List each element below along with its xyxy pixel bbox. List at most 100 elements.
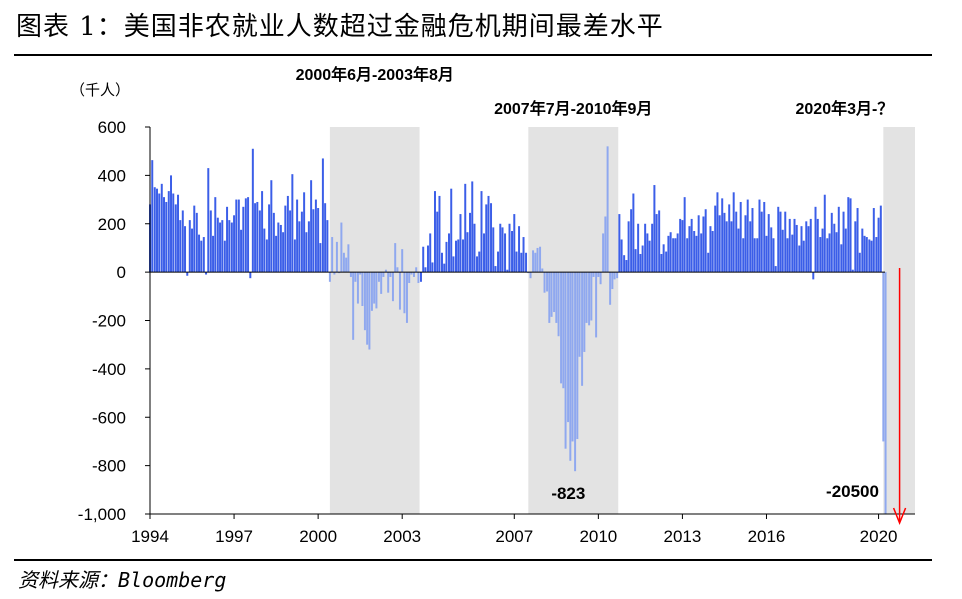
- y-tick-label: 0: [117, 263, 126, 282]
- bar: [674, 238, 677, 273]
- bar: [497, 251, 500, 273]
- bar: [835, 232, 838, 273]
- bar: [237, 199, 240, 273]
- bar: [347, 244, 350, 273]
- bar: [261, 191, 264, 273]
- bar: [854, 221, 857, 273]
- bar: [744, 215, 747, 273]
- bar: [697, 215, 700, 273]
- bar: [387, 272, 390, 293]
- bar: [195, 212, 198, 273]
- bar: [286, 195, 289, 273]
- bar: [200, 240, 203, 273]
- bar: [863, 235, 866, 273]
- bar: [620, 239, 623, 273]
- bar: [380, 272, 383, 294]
- bar: [422, 246, 425, 273]
- bar: [849, 198, 852, 273]
- bar: [781, 229, 784, 273]
- bar: [188, 220, 191, 273]
- bar: [543, 272, 546, 293]
- bar: [335, 241, 338, 273]
- bar: [515, 251, 518, 273]
- bar: [508, 223, 511, 273]
- bar: [592, 272, 595, 277]
- bar: [312, 209, 315, 273]
- bar: [653, 185, 656, 273]
- period-label: 2000年6月-2003年8月: [296, 65, 454, 84]
- bar: [328, 272, 331, 282]
- bar: [473, 223, 476, 273]
- bar: [583, 272, 586, 352]
- bar: [837, 206, 840, 273]
- bar: [384, 269, 387, 273]
- y-tick-label: -600: [92, 408, 126, 427]
- bar: [265, 239, 268, 273]
- bar: [658, 210, 661, 273]
- bar: [602, 233, 605, 273]
- bar: [644, 223, 647, 273]
- bar: [293, 239, 296, 273]
- y-tick-label: -400: [92, 360, 126, 379]
- bar: [856, 208, 859, 273]
- bar: [219, 222, 222, 273]
- bar: [599, 272, 602, 285]
- x-tick-label: 2003: [383, 527, 421, 546]
- bar: [814, 206, 817, 273]
- bar: [205, 272, 208, 275]
- bar: [487, 195, 490, 273]
- bar: [457, 239, 460, 273]
- bar: [247, 197, 250, 273]
- bar: [349, 272, 352, 277]
- bar: [375, 272, 378, 309]
- bar: [641, 245, 644, 273]
- bar: [193, 205, 196, 273]
- bar: [872, 208, 875, 273]
- bar: [279, 224, 282, 273]
- bar: [240, 229, 243, 273]
- bar: [830, 212, 833, 273]
- chart-title: 图表 1：美国非农就业人数超过金融危机期间最差水平: [16, 12, 664, 42]
- bar: [228, 220, 231, 273]
- bar: [676, 233, 679, 273]
- bar: [270, 180, 273, 273]
- bar: [882, 272, 885, 442]
- bar: [354, 272, 357, 282]
- bar: [209, 210, 212, 273]
- bar: [802, 240, 805, 273]
- bar: [877, 217, 880, 273]
- bar: [667, 235, 670, 273]
- bar: [436, 211, 439, 273]
- bar: [214, 197, 217, 273]
- bar: [522, 237, 525, 273]
- bar: [485, 204, 488, 273]
- bar: [377, 272, 380, 282]
- bar: [455, 240, 457, 273]
- x-tick-label: 2020: [860, 527, 898, 546]
- bar: [564, 272, 567, 449]
- bar: [875, 237, 878, 273]
- bar: [221, 220, 224, 273]
- bar: [511, 231, 514, 273]
- bar: [300, 211, 303, 273]
- bar: [651, 223, 654, 273]
- bar: [506, 269, 509, 273]
- bar: [534, 252, 537, 273]
- bar: [851, 269, 854, 273]
- bar: [718, 215, 721, 273]
- bar: [258, 210, 261, 273]
- bar: [170, 175, 173, 273]
- x-tick-label: 2010: [579, 527, 617, 546]
- bar: [492, 227, 495, 273]
- bar: [244, 198, 247, 273]
- bar: [235, 199, 238, 273]
- bar: [627, 221, 630, 273]
- bar: [611, 272, 614, 290]
- axes: [145, 126, 915, 519]
- bar: [513, 214, 516, 273]
- bar: [695, 235, 698, 273]
- bar: [345, 257, 348, 273]
- bar: [833, 223, 836, 273]
- bar: [585, 272, 588, 323]
